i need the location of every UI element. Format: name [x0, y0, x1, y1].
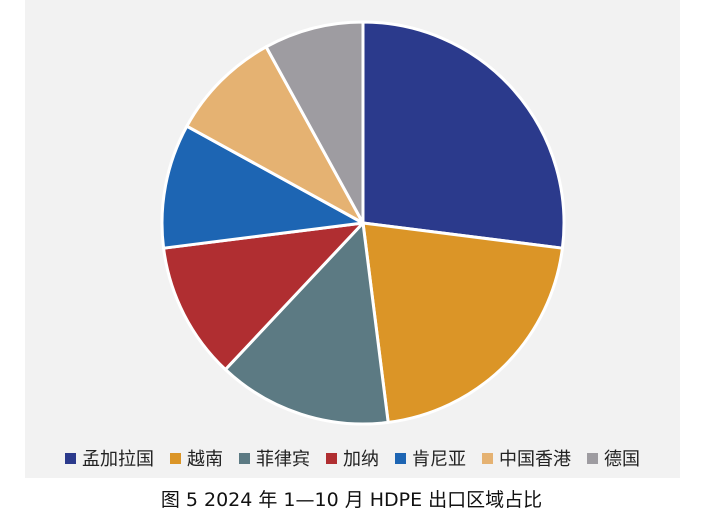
legend-swatch [395, 452, 406, 464]
legend-label: 孟加拉国 [82, 449, 154, 470]
legend-item: 加纳 [326, 445, 379, 471]
pie-slice-3 [223, 221, 390, 426]
legend-label: 肯尼亚 [412, 449, 466, 470]
legend-swatch [482, 452, 493, 464]
pie-chart [160, 20, 566, 426]
pie-slice-7 [264, 20, 365, 225]
legend-label: 德国 [604, 449, 640, 470]
legend: 孟加拉国 越南 菲律宾 加纳 肯尼亚 中国香港 德国 [25, 443, 680, 473]
legend-label: 加纳 [343, 449, 379, 470]
legend-swatch [326, 452, 337, 464]
pie-slice-6 [185, 45, 365, 225]
pie-slice-5 [160, 124, 365, 250]
legend-item: 肯尼亚 [395, 445, 466, 471]
legend-swatch [170, 452, 181, 464]
legend-swatch [65, 452, 76, 464]
legend-swatch [239, 452, 250, 464]
chart-title: 图 5 2024 年 1—10 月 HDPE 出口区域占比 [160, 489, 543, 511]
pie-slice-1 [361, 20, 566, 250]
legend-item: 菲律宾 [239, 445, 310, 471]
legend-item: 德国 [587, 445, 640, 471]
legend-label: 越南 [187, 449, 223, 470]
legend-item: 越南 [170, 445, 223, 471]
pie-slice-4 [162, 221, 365, 372]
legend-label: 菲律宾 [256, 449, 310, 470]
legend-item: 孟加拉国 [65, 445, 154, 471]
pie-slice-2 [361, 221, 564, 424]
legend-swatch [587, 452, 598, 464]
legend-item: 中国香港 [482, 445, 571, 471]
legend-label: 中国香港 [499, 449, 571, 470]
